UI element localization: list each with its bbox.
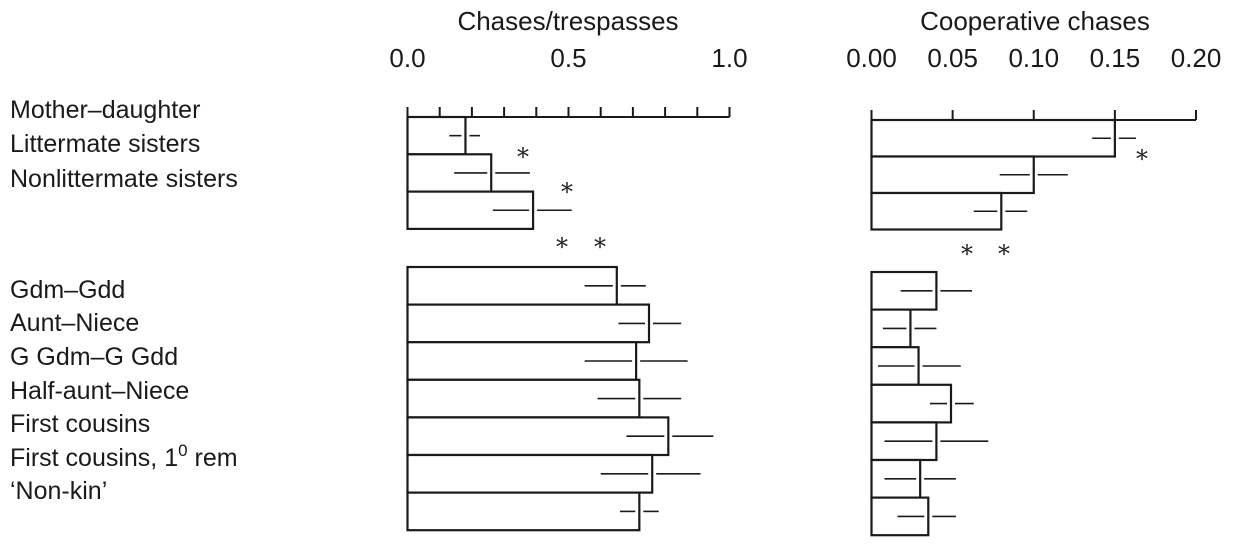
chart-title: Cooperative chases bbox=[920, 6, 1150, 36]
significance-marker: * bbox=[556, 233, 568, 261]
significance-marker: * bbox=[561, 178, 573, 206]
bar bbox=[406, 303, 651, 344]
significance-marker: * bbox=[998, 240, 1010, 268]
x-tick-label: 0.20 bbox=[1171, 43, 1222, 73]
x-tick-label: 0.5 bbox=[550, 43, 586, 73]
bar bbox=[870, 118, 1116, 158]
row-label: First cousins, 10 rem bbox=[10, 441, 238, 472]
row-label: G Gdm–G Gdd bbox=[10, 343, 178, 371]
significance-marker: * bbox=[594, 233, 606, 261]
bar bbox=[406, 491, 641, 532]
chart-title: Chases/trespasses bbox=[457, 6, 678, 36]
x-tick-label: 0.0 bbox=[389, 43, 425, 73]
x-tick-label: 0.15 bbox=[1090, 43, 1141, 73]
x-tick-label: 0.00 bbox=[846, 43, 897, 73]
row-label: Mother–daughter bbox=[10, 96, 200, 124]
significance-marker: * bbox=[517, 143, 529, 171]
row-label: First cousins bbox=[10, 410, 150, 438]
significance-marker: * bbox=[1136, 145, 1148, 173]
row-label: ‘Non-kin’ bbox=[10, 477, 107, 505]
x-tick-label: 0.05 bbox=[927, 43, 978, 73]
row-label: Aunt–Niece bbox=[10, 309, 139, 337]
bar bbox=[406, 265, 618, 306]
row-label: Half-aunt–Niece bbox=[10, 377, 189, 405]
significance-marker: * bbox=[961, 240, 973, 268]
row-label: Nonlittermate sisters bbox=[10, 165, 238, 193]
x-tick-label: 1.0 bbox=[711, 43, 747, 73]
row-label: Littermate sisters bbox=[10, 130, 200, 158]
x-tick-label: 0.10 bbox=[1008, 43, 1059, 73]
row-label: Gdm–Gdd bbox=[10, 276, 125, 304]
